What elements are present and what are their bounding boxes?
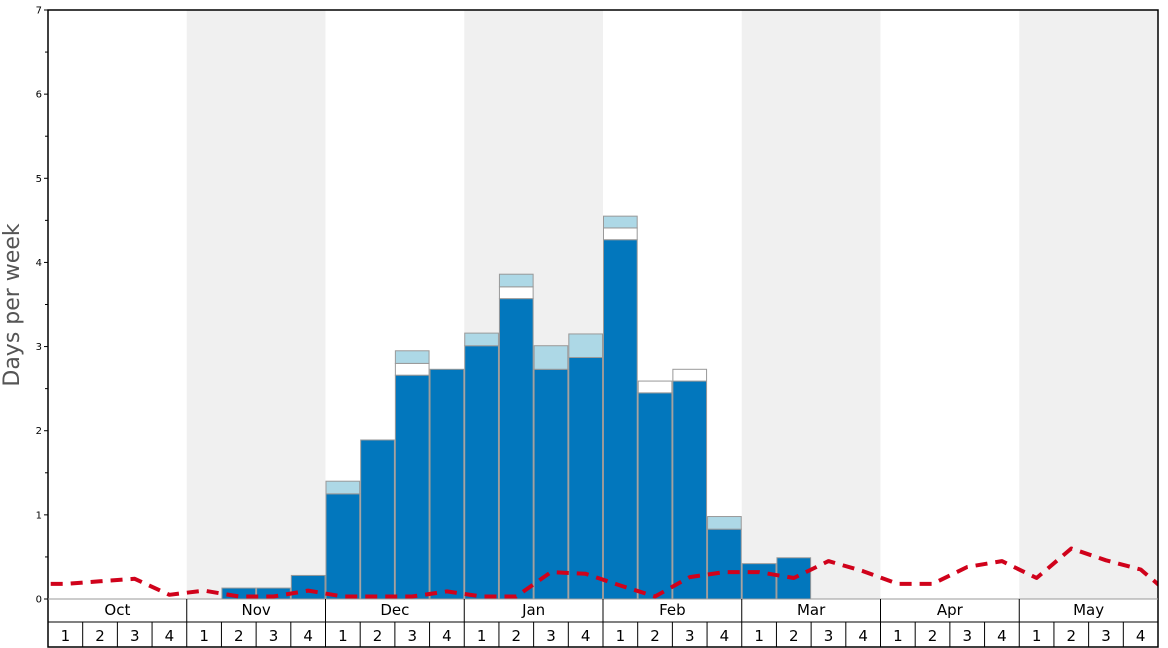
bar-top xyxy=(707,516,742,530)
week-label: 1 xyxy=(61,627,71,645)
month-label: Jan xyxy=(521,601,545,619)
month-shade xyxy=(186,10,326,599)
week-label: 1 xyxy=(477,627,487,645)
week-label: 2 xyxy=(1067,627,1077,645)
week-label: 1 xyxy=(893,627,903,645)
bars xyxy=(221,215,812,600)
month-label: May xyxy=(1073,601,1104,619)
bar-main xyxy=(603,239,638,600)
bar-main xyxy=(637,392,673,600)
bar-main xyxy=(290,574,326,600)
week-label: 1 xyxy=(616,627,626,645)
bar-top xyxy=(498,273,534,288)
bar-top xyxy=(603,215,638,229)
week-label: 3 xyxy=(1101,627,1111,645)
week-label: 4 xyxy=(303,627,313,645)
bar-main xyxy=(464,345,499,600)
week-label: 3 xyxy=(685,627,695,645)
week-label: 1 xyxy=(338,627,348,645)
y-tick-label: 4 xyxy=(36,258,42,269)
week-label: 4 xyxy=(581,627,591,645)
bar-main xyxy=(394,374,430,600)
week-label: 3 xyxy=(130,627,140,645)
week-label: 2 xyxy=(373,627,383,645)
bar-mid xyxy=(637,380,673,394)
month-label: Nov xyxy=(241,601,270,619)
week-label: 1 xyxy=(754,627,764,645)
week-label: 4 xyxy=(442,627,452,645)
month-shade xyxy=(741,10,881,599)
bar-top xyxy=(568,333,603,359)
week-label: 4 xyxy=(997,627,1007,645)
bar-top xyxy=(394,350,430,364)
month-label: Mar xyxy=(797,601,826,619)
month-label: Apr xyxy=(937,601,964,619)
week-label: 2 xyxy=(512,627,522,645)
bar-top xyxy=(464,332,499,347)
y-tick-label: 0 xyxy=(36,595,42,606)
week-label: 2 xyxy=(789,627,799,645)
week-label: 1 xyxy=(1032,627,1042,645)
y-tick-label: 3 xyxy=(36,342,42,353)
bar-mid xyxy=(498,286,534,300)
dashed-line-series xyxy=(48,546,1158,599)
bar-mid xyxy=(394,362,430,376)
bar-main xyxy=(672,380,708,600)
week-label: 3 xyxy=(824,627,834,645)
bar-top xyxy=(533,345,569,370)
month-label: Feb xyxy=(659,601,686,619)
month-shade xyxy=(1019,10,1158,599)
week-label: 3 xyxy=(407,627,417,645)
bar-main xyxy=(360,439,395,600)
bar-main xyxy=(429,368,465,600)
week-label: 4 xyxy=(858,627,868,645)
week-label: 3 xyxy=(269,627,279,645)
y-axis: 0 1 2 3 4 5 6 7 xyxy=(36,6,48,606)
week-label: 1 xyxy=(199,627,209,645)
week-label: 3 xyxy=(962,627,972,645)
week-label: 4 xyxy=(720,627,730,645)
y-tick-label: 2 xyxy=(36,426,42,437)
month-label: Dec xyxy=(380,601,409,619)
week-label: 4 xyxy=(1136,627,1146,645)
bar-top xyxy=(325,480,361,495)
week-label: 2 xyxy=(95,627,105,645)
week-label: 4 xyxy=(165,627,175,645)
week-label: 2 xyxy=(928,627,938,645)
y-tick-label: 6 xyxy=(36,90,42,101)
bar-main xyxy=(741,563,777,600)
bar-mid xyxy=(603,227,638,241)
bar-main xyxy=(498,298,534,600)
bar-mid xyxy=(672,368,708,382)
bar-main xyxy=(325,493,361,600)
week-label: 3 xyxy=(546,627,556,645)
week-label: 2 xyxy=(234,627,244,645)
dashed-line xyxy=(48,546,1158,599)
week-label: 2 xyxy=(650,627,660,645)
y-tick-label: 5 xyxy=(36,174,42,185)
y-axis-label: Days per week xyxy=(0,223,25,386)
y-tick-label: 7 xyxy=(36,6,42,17)
bar-main xyxy=(568,357,603,600)
bar-main xyxy=(533,368,569,600)
month-label: Oct xyxy=(104,601,130,619)
y-tick-label: 1 xyxy=(36,510,42,521)
bar-main xyxy=(707,528,742,600)
x-axis: Oct 1 2 3 4 Nov 1 2 3 4 Dec 1 2 3 4 Jan 1 2 3 4 Feb 1 2 3 4 Mar 1 2… xyxy=(48,599,1158,647)
